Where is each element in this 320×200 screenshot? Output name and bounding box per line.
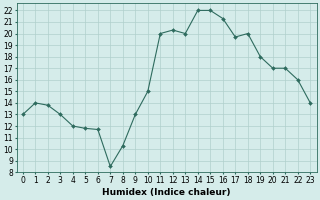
X-axis label: Humidex (Indice chaleur): Humidex (Indice chaleur) [102, 188, 231, 197]
